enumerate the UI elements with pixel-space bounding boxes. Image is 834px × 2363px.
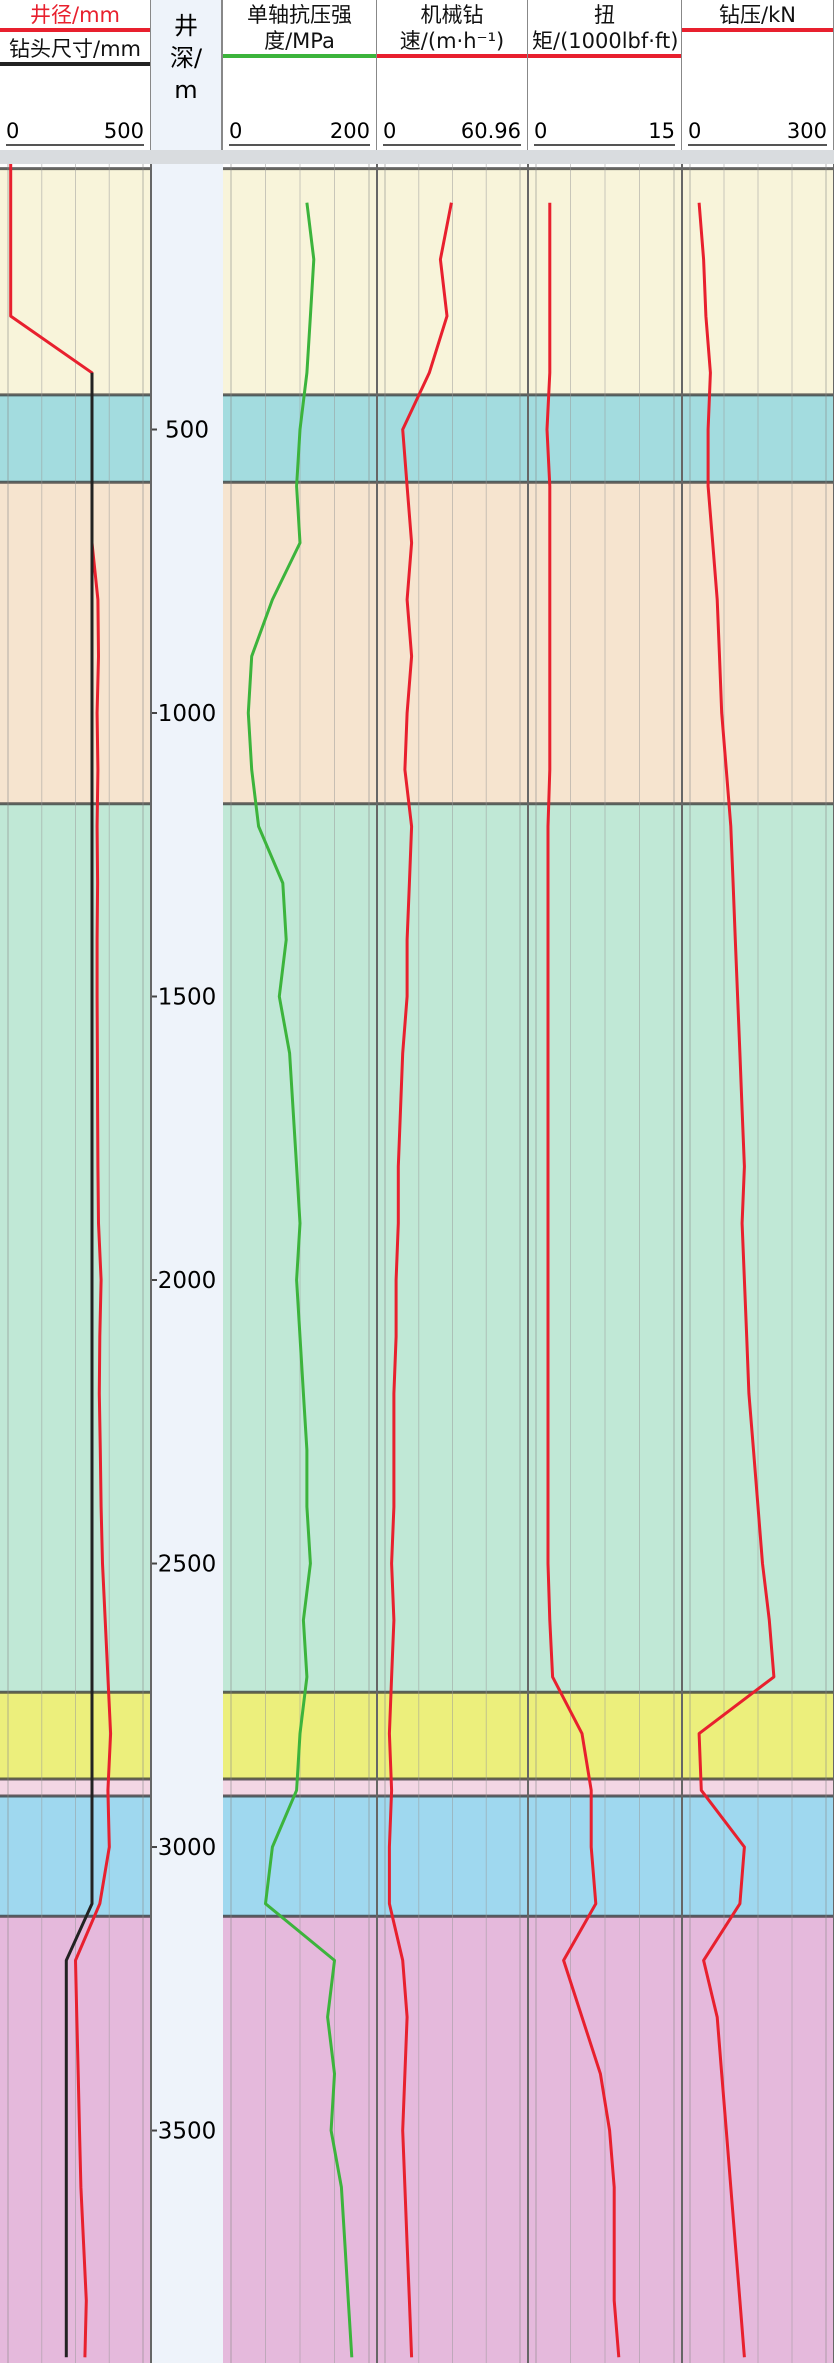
depth-label: 3000	[158, 1835, 217, 1861]
scale-row: 0 500	[6, 118, 144, 146]
depth-header: 井深/m	[151, 0, 223, 150]
scale-row: 0 60.96	[383, 118, 521, 146]
legend-entry: 单轴抗压强度/MPa	[223, 0, 376, 58]
track-header: 井径/mm 钻头尺寸/mm 0 500	[0, 0, 152, 150]
scale-row: 0 200	[229, 118, 370, 146]
depth-label: 2000	[158, 1268, 217, 1294]
x-tick-label: 0	[229, 119, 243, 143]
x-tick-label: 15	[648, 119, 675, 143]
formation-zone	[0, 482, 834, 804]
depth-label: 2500	[158, 1552, 217, 1578]
track-header: 机械钻速/(m·h⁻¹) 0 60.96	[377, 0, 529, 150]
x-tick-label: 300	[786, 119, 827, 143]
log-curve	[545, 202, 621, 2358]
track-header: 单轴抗压强度/MPa 0 200	[223, 0, 378, 150]
depth-label: 1000	[158, 701, 217, 727]
formation-zone	[0, 803, 834, 1693]
depth-column	[151, 0, 223, 2363]
formation-zone	[0, 1778, 834, 1796]
formation-zone	[0, 168, 834, 395]
formation-zone	[0, 1795, 834, 1917]
scale-row: 0 15	[534, 118, 675, 146]
x-tick-label: 0	[383, 119, 397, 143]
x-tick-label: 0	[534, 119, 548, 143]
x-tick-label: 0	[6, 119, 20, 143]
header-separator	[0, 148, 834, 164]
legend-entry: 钻头尺寸/mm	[0, 34, 150, 66]
log-curve	[387, 202, 453, 2358]
depth-label: 500	[165, 418, 209, 444]
x-tick-label: 200	[329, 119, 370, 143]
legend-entry: 机械钻速/(m·h⁻¹)	[377, 0, 527, 58]
formation-zone	[0, 394, 834, 483]
legend-entry: 井径/mm	[0, 0, 150, 32]
track-header: 扭矩/(1000lbf·ft) 0 15	[528, 0, 683, 150]
x-tick-label: 60.96	[460, 119, 521, 143]
scale-row: 0 300	[688, 118, 827, 146]
depth-label: 3500	[158, 2119, 217, 2145]
x-tick-label: 500	[103, 119, 144, 143]
formation-zone	[0, 1916, 834, 2363]
log-curve	[64, 372, 94, 2358]
track-header: 钻压/kN 0 300	[682, 0, 834, 150]
log-curve	[246, 202, 354, 2358]
legend-entry: 扭矩/(1000lbf·ft)	[528, 0, 681, 58]
depth-axis-title: 井深/m	[169, 12, 203, 104]
x-tick-label: 0	[688, 119, 702, 143]
formation-zone	[0, 1692, 834, 1779]
depth-label: 1500	[158, 985, 217, 1011]
legend-entry: 钻压/kN	[682, 0, 833, 32]
log-curve	[697, 202, 776, 2358]
